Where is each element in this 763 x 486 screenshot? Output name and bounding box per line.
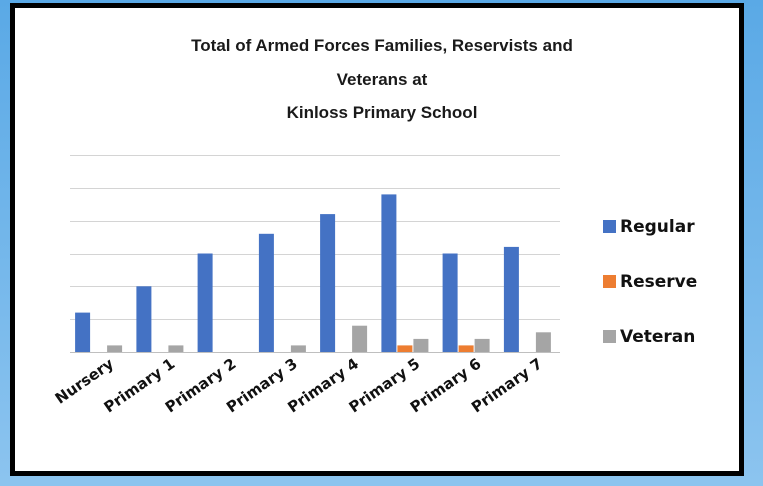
legend-label-regular: Regular (620, 217, 695, 237)
bar-regular-primary-4 (320, 214, 336, 352)
bar-veteran-primary-6 (474, 338, 490, 352)
bar-regular-primary-2 (197, 253, 213, 352)
chart-title-line-3: Kinloss Primary School (287, 103, 478, 122)
legend-swatch-veteran (603, 330, 616, 343)
bar-reserve-primary-5 (397, 345, 413, 352)
legend-label-veteran: Veteran (620, 327, 695, 347)
chart-frame (10, 3, 744, 476)
bar-regular-primary-3 (258, 233, 274, 352)
legend: Regular Reserve Veteran (603, 217, 697, 347)
legend-swatch-regular (603, 220, 616, 233)
bar-veteran-nursery (107, 345, 123, 352)
chart-title: Total of Armed Forces Families, Reservis… (191, 36, 573, 122)
legend-label-reserve: Reserve (620, 272, 697, 292)
bar-veteran-primary-4 (352, 325, 368, 352)
bar-regular-primary-5 (381, 194, 397, 352)
chart-title-line-2: Veterans at (337, 70, 428, 89)
bar-regular-nursery (75, 312, 91, 352)
bar-reserve-primary-6 (458, 345, 474, 352)
bar-veteran-primary-1 (168, 345, 184, 352)
gridlines (70, 155, 560, 353)
chart-title-line-1: Total of Armed Forces Families, Reservis… (191, 36, 573, 55)
bar-veteran-primary-7 (535, 332, 551, 352)
bar-regular-primary-6 (442, 253, 458, 352)
legend-swatch-reserve (603, 275, 616, 288)
bar-veteran-primary-5 (413, 338, 429, 352)
bar-regular-primary-7 (503, 246, 519, 352)
bar-veteran-primary-3 (290, 345, 306, 352)
bar-regular-primary-1 (136, 286, 152, 352)
bars (75, 194, 551, 352)
